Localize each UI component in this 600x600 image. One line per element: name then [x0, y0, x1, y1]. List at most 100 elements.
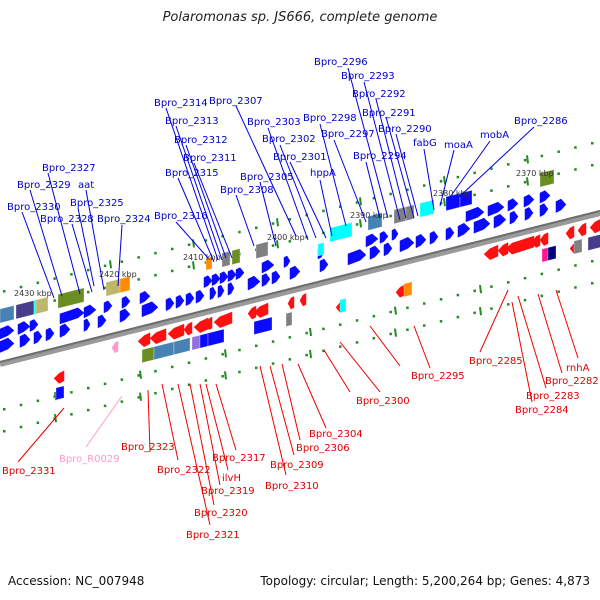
gene-label[interactable]: mobA: [480, 130, 509, 141]
tick-dot: [389, 192, 392, 196]
gene-label[interactable]: Bpro_2283: [526, 391, 580, 402]
leader-line: [215, 383, 237, 451]
feature-box: [15, 300, 35, 320]
tick-dot: [339, 323, 342, 326]
gene-label[interactable]: Bpro_2320: [194, 508, 248, 519]
gene-label[interactable]: Bpro_2304: [309, 429, 363, 440]
tick-dot: [187, 361, 191, 364]
leader-line: [205, 383, 229, 471]
gene-label[interactable]: Bpro_2313: [165, 116, 219, 127]
gene-label[interactable]: Bpro_2284: [515, 405, 569, 416]
gene-label[interactable]: Bpro_2331: [2, 466, 56, 477]
gene-label[interactable]: Bpro_2312: [174, 135, 228, 146]
tick-dot: [154, 251, 157, 255]
gene-label[interactable]: Bpro_2292: [352, 89, 406, 100]
gene-label[interactable]: Bpro_2286: [514, 116, 568, 127]
gene-label[interactable]: Bpro_2302: [262, 134, 316, 145]
gene-label[interactable]: Bpro_2308: [220, 185, 274, 196]
gene-label[interactable]: fabG: [413, 138, 437, 149]
tick-dot: [406, 188, 409, 192]
gene-label[interactable]: Bpro_2328: [40, 214, 94, 225]
major-tick: [526, 177, 529, 186]
tick-dot: [154, 391, 157, 395]
tick-dot: [322, 209, 325, 213]
gene-label[interactable]: Bpro_R0029: [59, 454, 120, 465]
gene-label[interactable]: Bpro_2300: [356, 396, 410, 407]
reverse-gene-arrow: [395, 284, 405, 298]
tick-dot: [70, 273, 73, 276]
tick-dot: [591, 259, 594, 263]
gene-label[interactable]: Bpro_2296: [314, 57, 368, 68]
leader-line: [375, 98, 407, 219]
leader-line: [85, 189, 105, 291]
gene-label[interactable]: Bpro_2327: [42, 163, 96, 174]
forward-gene-arrow: [59, 323, 71, 338]
gene-label[interactable]: Bpro_2301: [273, 152, 327, 163]
leader-line: [165, 107, 219, 261]
tick-dot: [389, 310, 392, 314]
gene-label[interactable]: Bpro_2294: [353, 151, 407, 162]
forward-gene-arrow: [141, 301, 159, 318]
gene-label[interactable]: rnhA: [566, 363, 590, 374]
major-tick: [139, 370, 142, 379]
kbp-label: 2380 kbp: [433, 189, 471, 198]
gene-label[interactable]: Bpro_2293: [341, 71, 395, 82]
gene-label[interactable]: Bpro_2307: [209, 96, 263, 107]
gene-label[interactable]: Bpro_2282: [545, 376, 599, 387]
gene-label[interactable]: Bpro_2321: [186, 530, 240, 541]
gene-label[interactable]: Bpro_2315: [165, 168, 219, 179]
gene-label[interactable]: Bpro_2305: [240, 172, 294, 183]
leader-line: [439, 149, 455, 207]
forward-gene-arrow: [555, 198, 567, 213]
gene-label[interactable]: Bpro_2319: [201, 486, 255, 497]
gene-label[interactable]: hppA: [310, 168, 336, 179]
gene-label[interactable]: Bpro_2323: [121, 442, 175, 453]
feature-box: [173, 337, 191, 356]
gene-label[interactable]: Bpro_2330: [7, 202, 61, 213]
gene-label[interactable]: Bpro_2306: [296, 443, 350, 454]
gene-label[interactable]: ilvH: [222, 473, 241, 484]
gene-label[interactable]: Bpro_2329: [17, 180, 71, 191]
tick-dot: [456, 315, 460, 319]
gene-label[interactable]: Bpro_2297: [321, 129, 375, 140]
gene-label[interactable]: Bpro_2295: [411, 371, 465, 382]
gene-label[interactable]: Bpro_2311: [183, 153, 237, 164]
tick-dot: [557, 268, 560, 271]
gene-label[interactable]: Bpro_2322: [157, 465, 211, 476]
tick-dot: [574, 286, 577, 289]
gene-label[interactable]: Bpro_2324: [97, 214, 151, 225]
major-tick: [479, 285, 482, 294]
gene-label[interactable]: Bpro_2291: [362, 108, 416, 119]
forward-gene-arrow: [59, 307, 85, 325]
gene-label[interactable]: aat: [78, 180, 94, 191]
gene-label[interactable]: moaA: [444, 140, 473, 151]
gene-label[interactable]: Bpro_2310: [265, 481, 319, 492]
feature-box: [199, 332, 209, 349]
feature-box: [0, 305, 15, 324]
forward-gene-arrow: [524, 207, 534, 221]
gene-label[interactable]: Bpro_2309: [270, 460, 324, 471]
gene-label[interactable]: Bpro_2285: [469, 356, 523, 367]
reverse-gene-arrow: [183, 321, 193, 336]
tick-dot: [3, 289, 6, 293]
tick-dot: [36, 421, 40, 425]
major-tick: [276, 218, 279, 227]
gene-label[interactable]: Bpro_2325: [70, 198, 124, 209]
gene-label[interactable]: Bpro_2316: [154, 211, 208, 222]
gene-label[interactable]: Bpro_2314: [154, 98, 208, 109]
kbp-label: 2430 kbp: [14, 289, 52, 298]
tick-dot: [120, 400, 124, 403]
forward-gene-arrow: [465, 206, 485, 223]
leader-line: [555, 289, 579, 359]
reverse-gene-arrow: [497, 242, 509, 257]
gene-label[interactable]: Bpro_2317: [212, 453, 266, 464]
tick-dot: [87, 290, 90, 294]
forward-gene-arrow: [165, 297, 175, 312]
feature-box: [367, 212, 383, 231]
forward-gene-arrow: [369, 245, 381, 260]
tick-dot: [53, 277, 56, 280]
tick-dot: [70, 391, 73, 394]
gene-label[interactable]: Bpro_2290: [378, 124, 432, 135]
gene-label[interactable]: Bpro_2298: [303, 113, 357, 124]
gene-label[interactable]: Bpro_2303: [247, 117, 301, 128]
